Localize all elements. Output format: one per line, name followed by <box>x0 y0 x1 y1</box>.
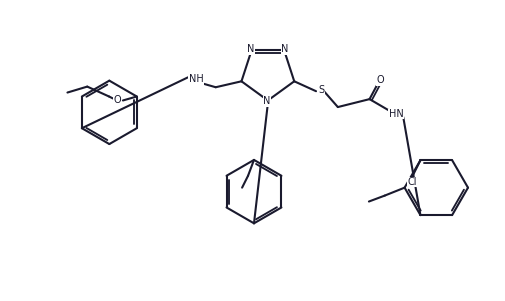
Text: N: N <box>281 44 288 54</box>
Text: N: N <box>246 44 254 54</box>
Text: NH: NH <box>188 74 203 84</box>
Text: HN: HN <box>388 109 403 119</box>
Text: N: N <box>263 96 270 107</box>
Text: Cl: Cl <box>407 177 417 187</box>
Text: S: S <box>317 85 323 95</box>
Text: O: O <box>376 75 383 85</box>
Text: O: O <box>113 95 121 105</box>
